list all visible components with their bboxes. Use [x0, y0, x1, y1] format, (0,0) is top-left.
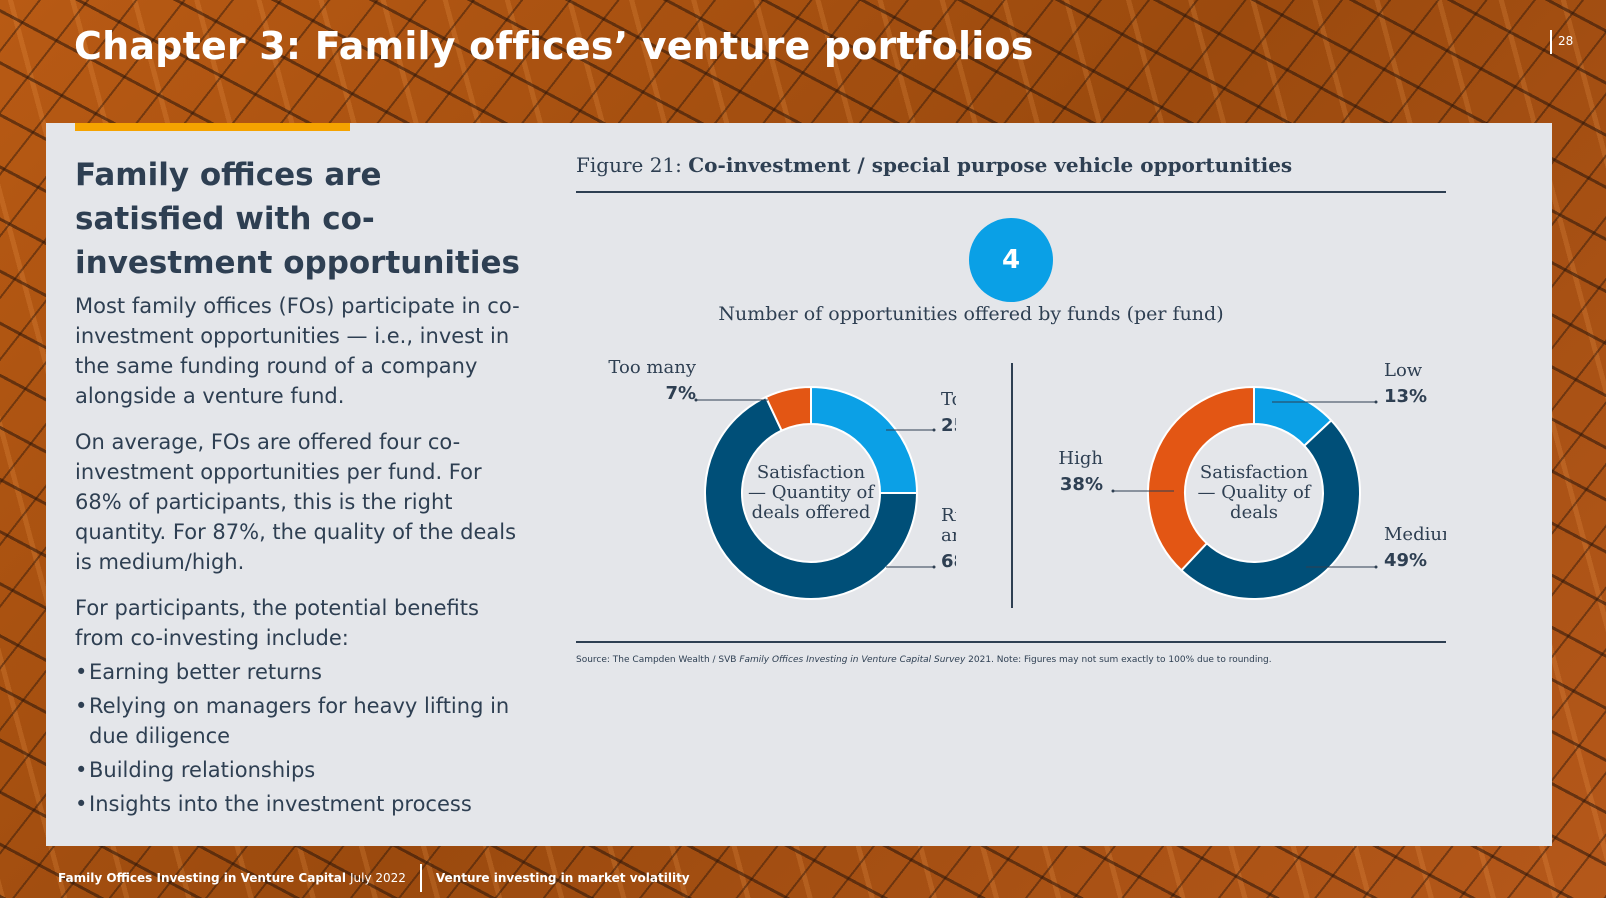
donut-slice-high [1147, 385, 1255, 572]
slice-value: 68% [941, 551, 956, 572]
leader-dot [1374, 565, 1378, 569]
content-card: Family offices are satisfied with co-inv… [46, 123, 1552, 846]
accent-bar [75, 123, 350, 131]
donut-center-label: — Quantity of [748, 482, 875, 503]
donut-slice-too-many [764, 385, 812, 432]
slice-value: 25% [941, 415, 956, 436]
slice-value: 7% [665, 383, 696, 404]
footer-section: Venture investing in market volatility [435, 871, 690, 885]
footer-separator [419, 864, 422, 892]
donut-center-label: Satisfaction [1200, 462, 1309, 483]
list-item: • Insights into the investment process [75, 789, 525, 819]
slice-label: Too many [608, 357, 696, 378]
list-item: • Building relationships [75, 755, 525, 785]
slice-value: 13% [1384, 386, 1427, 407]
figure-title: Figure 21: Co-investment / special purpo… [576, 153, 1446, 193]
donut-center-label: — Quality of [1198, 482, 1312, 503]
badge-caption: Number of opportunities offered by funds… [718, 303, 1224, 325]
leader-dot [694, 398, 698, 402]
leader-dot [1374, 400, 1378, 404]
slice-label: Low [1384, 360, 1423, 381]
chart-divider [1011, 363, 1013, 608]
paragraph-average: On average, FOs are offered four co-inve… [75, 430, 517, 574]
source-prefix: Source: The Campden Wealth / SVB [576, 655, 740, 665]
bullet-text: Insights into the investment process [89, 792, 472, 816]
list-item: • Earning better returns [75, 657, 525, 687]
donut-center-label: deals offered [752, 502, 871, 523]
donut-center-label: deals [1230, 502, 1278, 523]
benefits-intro: For participants, the potential benefits… [75, 596, 479, 650]
donut-center-label: Satisfaction [757, 462, 866, 483]
opportunities-badge: 4 [969, 218, 1053, 302]
footer-date: July 2022 [349, 871, 406, 885]
slice-label: Right [941, 505, 956, 526]
figure-prefix: Figure 21: [576, 153, 689, 177]
leader-dot [1111, 489, 1115, 493]
slice-value: 38% [1060, 474, 1103, 495]
slice-label: amount [941, 525, 956, 546]
donut-slice-right-amount [704, 395, 919, 600]
page-number-marker: 28 [1550, 30, 1573, 54]
figure-title-text: Co-investment / special purpose vehicle … [688, 153, 1293, 177]
paragraph-benefits: For participants, the potential benefits… [75, 593, 525, 819]
slice-label: High [1058, 448, 1103, 469]
slice-value: 49% [1384, 550, 1427, 571]
leader-dot [932, 565, 936, 569]
bullet-text: Relying on managers for heavy lifting in… [89, 694, 510, 748]
bullet-text: Earning better returns [89, 660, 322, 684]
list-item: • Relying on managers for heavy lifting i… [75, 691, 525, 751]
chapter-title: Chapter 3: Family offices’ venture portf… [74, 24, 1034, 68]
bullet-text: Building relationships [89, 758, 316, 782]
paragraph-participation: Most family offices (FOs) participate in… [75, 294, 520, 408]
page-number: 28 [1558, 34, 1574, 48]
donut-slice-medium [1180, 419, 1361, 600]
figure-bottom-rule [576, 641, 1446, 643]
section-headline: Family offices are satisfied with co-inv… [75, 157, 520, 281]
footer: Family Offices Investing in Venture Capi… [58, 864, 690, 892]
slice-label: Medium [1384, 524, 1446, 545]
source-survey-name: Family Offices Investing in Venture Capi… [739, 655, 966, 665]
footer-publication: Family Offices Investing in Venture Capi… [58, 871, 346, 885]
source-note: Source: The Campden Wealth / SVB Family … [576, 655, 1476, 665]
source-suffix: 2021. Note: Figures may not sum exactly … [965, 655, 1272, 665]
badge-value: 4 [1001, 245, 1021, 275]
slice-label: Too few [941, 389, 956, 410]
leader-dot [932, 428, 936, 432]
